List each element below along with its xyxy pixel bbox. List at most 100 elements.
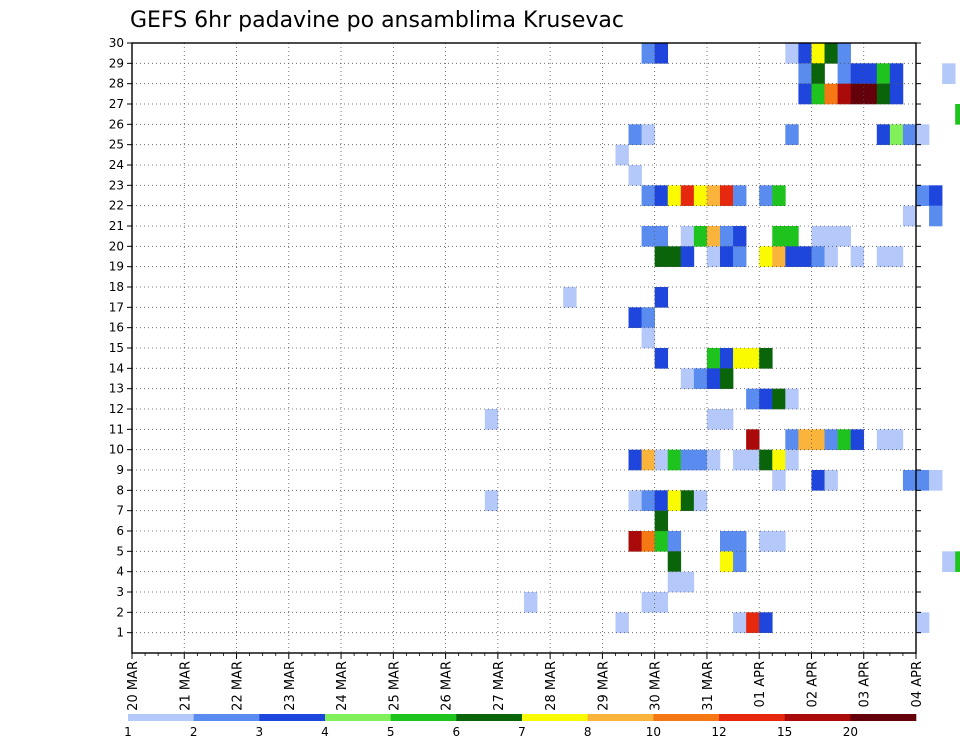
heatmap-cell: [654, 531, 669, 552]
heatmap-cell: [693, 185, 708, 206]
heatmap-cell: [916, 185, 930, 206]
heatmap-cell: [720, 246, 734, 267]
heatmap-cell: [563, 287, 577, 308]
heatmap-cell: [746, 449, 760, 471]
x-tick-label: 23 MAR: [283, 661, 298, 711]
heatmap-cell: [759, 612, 773, 633]
heatmap-cell: [720, 551, 734, 572]
heatmap-cell: [641, 226, 655, 247]
heatmap-cell: [706, 226, 721, 247]
heatmap-cell: [628, 449, 642, 471]
heatmap-cell: [811, 83, 825, 105]
heatmap-cell: [654, 246, 669, 267]
heatmap-cell: [955, 104, 960, 125]
heatmap-cell: [772, 470, 786, 491]
heatmap-cell: [615, 144, 629, 166]
heatmap-cell: [484, 490, 499, 511]
heatmap-cell: [772, 185, 786, 206]
heatmap-cell: [680, 490, 695, 511]
heatmap-cell: [929, 205, 943, 227]
heatmap-cell: [798, 246, 812, 267]
heatmap-cell: [628, 490, 642, 511]
y-tick-label: 22: [109, 199, 124, 213]
heatmap-cell: [706, 185, 721, 206]
heatmap-cell: [811, 226, 825, 247]
heatmap-cell: [733, 246, 747, 267]
y-tick-label: 30: [109, 36, 124, 50]
heatmap-cell: [667, 449, 682, 471]
heatmap-cell: [706, 348, 721, 369]
colorbar-label: 10: [646, 725, 661, 739]
heatmap-cell: [667, 551, 682, 572]
heatmap-cell: [785, 124, 799, 145]
colorbar-label: 3: [256, 725, 264, 739]
colorbar-segment: [850, 714, 917, 721]
heatmap-cell: [759, 348, 773, 369]
heatmap-cell: [876, 83, 891, 105]
heatmap-cell: [889, 429, 904, 450]
colorbar-segment: [587, 714, 654, 721]
heatmap-cell: [889, 124, 904, 145]
y-tick-label: 7: [116, 504, 124, 518]
colorbar-segment: [784, 714, 851, 721]
heatmap-cell: [693, 449, 708, 471]
heatmap-cell: [746, 429, 760, 450]
colorbar-segment: [390, 714, 457, 721]
y-tick-label: 1: [116, 626, 124, 640]
heatmap-cell: [733, 531, 747, 552]
colorbar-segment: [653, 714, 720, 721]
colorbar-segment: [719, 714, 785, 721]
heatmap-cell: [759, 246, 773, 267]
y-tick-label: 24: [109, 158, 124, 172]
heatmap-cell: [641, 592, 655, 613]
heatmap-cell: [680, 449, 695, 471]
heatmap-cell: [772, 531, 786, 552]
heatmap-cell: [772, 226, 786, 247]
heatmap-cell: [720, 185, 734, 206]
heatmap-cell: [641, 449, 655, 471]
heatmap-cell: [641, 307, 655, 328]
heatmap-cell: [902, 205, 917, 227]
heatmap-cell: [667, 571, 682, 593]
heatmap-cell: [916, 612, 930, 633]
heatmap-cell: [902, 470, 917, 491]
x-tick-label: 24 MAR: [335, 661, 350, 711]
colorbar-label: 2: [190, 725, 198, 739]
heatmap-cell: [667, 185, 682, 206]
colorbar-segment: [325, 714, 391, 721]
x-axis-ticks: 20 MAR 21 MAR 22 MAR 23 MAR 24 MAR 25 MAR 26 M…: [126, 653, 925, 711]
heatmap-cell: [811, 470, 825, 491]
colorbar-label: 5: [387, 725, 395, 739]
heatmap-cell: [837, 63, 851, 84]
heatmap-cell: [785, 246, 799, 267]
y-tick-label: 20: [109, 239, 124, 253]
y-axis-ticks: 1234567891011121314151617181920212223242…: [109, 36, 921, 640]
y-tick-label: 9: [116, 463, 124, 477]
heatmap-cell: [889, 246, 904, 267]
heatmap-cell: [798, 63, 812, 84]
heatmap-cell: [706, 368, 721, 389]
heatmap-cell: [772, 449, 786, 471]
heatmap-cell: [680, 246, 695, 267]
heatmap-cell: [824, 226, 838, 247]
y-tick-label: 29: [109, 56, 124, 70]
y-tick-label: 21: [109, 219, 124, 233]
heatmap-cell: [680, 226, 695, 247]
y-tick-label: 11: [109, 422, 124, 436]
colorbar-label: 1: [124, 725, 132, 739]
heatmap-cell: [785, 388, 799, 410]
heatmap-cell: [720, 348, 734, 369]
heatmap-cell: [628, 124, 642, 145]
heatmap-cell: [615, 612, 629, 633]
heatmap-cell: [863, 83, 878, 105]
heatmap-cell: [693, 368, 708, 389]
heatmap-cell: [641, 185, 655, 206]
heatmap-cell: [706, 449, 721, 471]
x-tick-label: 29 MAR: [596, 661, 611, 711]
heatmap-cell: [824, 83, 838, 105]
colorbar-label: 12: [711, 725, 726, 739]
heatmap-cell: [850, 429, 865, 450]
x-tick-label: 03 APR: [858, 661, 873, 707]
x-tick-label: 31 MAR: [701, 661, 716, 711]
heatmap-cell: [628, 531, 642, 552]
